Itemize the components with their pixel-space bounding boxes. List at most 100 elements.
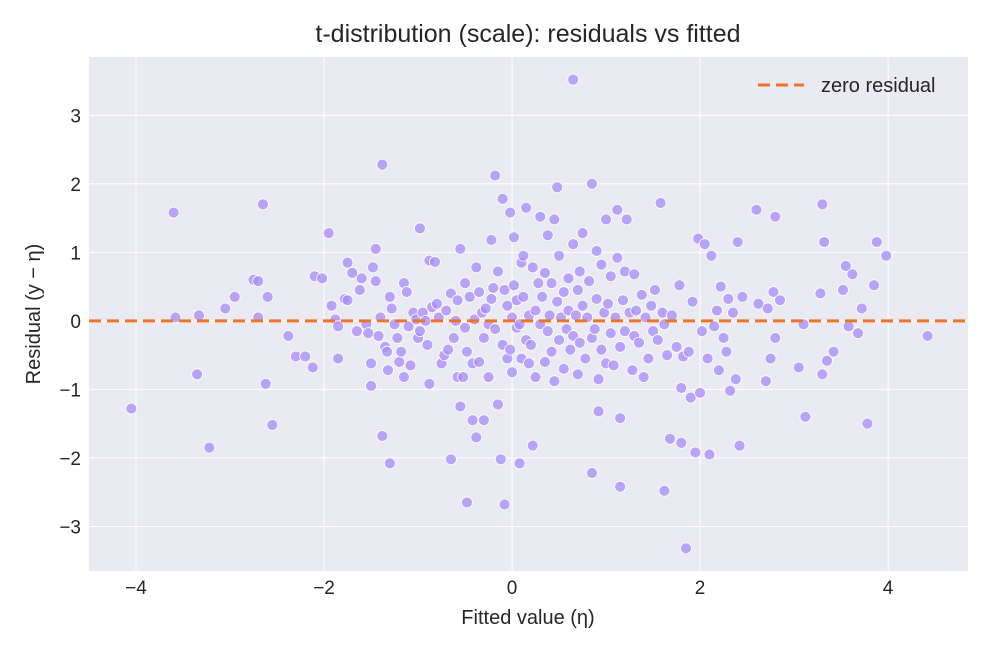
x-axis-ticks: −4 −2 0 2 4: [125, 578, 894, 599]
data-point: [489, 323, 502, 335]
y-tick-label: 0: [70, 312, 81, 333]
data-point: [429, 256, 441, 268]
data-point: [573, 265, 586, 278]
data-point: [611, 203, 624, 216]
data-point: [369, 242, 382, 255]
y-axis-label: Residual (y − η): [23, 244, 45, 385]
data-point: [759, 375, 772, 388]
data-point: [252, 275, 265, 288]
data-point: [586, 467, 598, 479]
data-point: [477, 414, 490, 427]
data-point: [341, 294, 354, 307]
x-tick-label: 4: [883, 578, 894, 599]
data-point: [382, 364, 394, 377]
data-point: [680, 542, 692, 555]
data-point: [421, 338, 434, 351]
data-point: [393, 356, 406, 368]
data-point: [567, 238, 580, 250]
data-point: [477, 332, 490, 344]
data-point: [351, 325, 363, 338]
data-point: [402, 320, 415, 333]
data-point: [316, 272, 329, 285]
data-point: [614, 480, 627, 493]
data-point: [595, 258, 608, 271]
data-point: [694, 386, 706, 399]
data-point: [553, 249, 565, 262]
data-point: [414, 222, 426, 235]
data-point: [588, 323, 601, 335]
data-point: [764, 352, 777, 365]
data-point: [508, 279, 520, 292]
data-point: [466, 414, 479, 427]
data-point: [720, 345, 733, 358]
data-point: [626, 364, 639, 377]
data-point: [602, 297, 614, 310]
data-point: [837, 284, 849, 296]
data-point: [651, 334, 664, 346]
data-point: [193, 309, 205, 322]
data-point: [590, 245, 603, 257]
data-point: [532, 277, 545, 290]
data-point: [557, 286, 570, 298]
data-point: [520, 201, 533, 214]
data-point: [496, 192, 509, 205]
data-point: [642, 352, 655, 365]
data-point: [259, 378, 272, 390]
data-point: [404, 359, 417, 372]
data-point: [498, 284, 511, 296]
data-point: [736, 290, 749, 303]
data-point: [461, 345, 473, 358]
data-point: [592, 405, 605, 418]
data-point: [548, 375, 561, 388]
data-point: [539, 356, 551, 368]
data-point: [261, 290, 274, 303]
data-point: [228, 290, 241, 303]
y-axis-ticks: −3 −2 −1 0 1 2 3: [59, 106, 81, 538]
x-tick-label: 0: [507, 578, 518, 599]
data-point: [852, 327, 864, 340]
data-point: [457, 371, 470, 383]
data-point: [459, 321, 471, 334]
data-point: [724, 384, 737, 397]
data-point: [376, 158, 389, 171]
data-point: [698, 238, 711, 250]
data-point: [470, 261, 483, 274]
data-point: [649, 284, 661, 296]
data-point: [367, 261, 379, 274]
data-point: [799, 410, 812, 423]
data-point: [921, 330, 934, 342]
data-point: [365, 380, 377, 392]
data-point: [816, 198, 829, 211]
data-point: [711, 304, 723, 317]
data-point: [539, 266, 551, 279]
data-point: [814, 287, 827, 300]
data-point: [583, 275, 596, 288]
data-point: [543, 309, 556, 322]
data-point: [727, 306, 739, 319]
data-point: [689, 446, 702, 459]
data-point: [332, 320, 345, 333]
data-point: [489, 169, 502, 182]
data-point: [447, 332, 460, 344]
data-point: [600, 213, 612, 226]
data-point: [524, 338, 537, 351]
data-point: [633, 336, 645, 349]
data-point: [701, 352, 714, 365]
data-point: [564, 343, 577, 356]
data-point: [717, 332, 730, 344]
data-point: [517, 249, 530, 262]
data-point: [513, 457, 526, 470]
data-point: [661, 349, 674, 362]
data-point: [827, 345, 840, 358]
data-point: [665, 309, 678, 322]
data-point: [586, 177, 598, 190]
data-point: [523, 357, 535, 370]
data-point: [322, 227, 335, 240]
data-point: [125, 402, 138, 415]
data-point: [620, 213, 633, 226]
data-point: [870, 236, 883, 248]
data-point: [792, 361, 805, 374]
data-point: [454, 400, 467, 413]
data-point: [545, 277, 558, 290]
data-point: [769, 210, 782, 223]
